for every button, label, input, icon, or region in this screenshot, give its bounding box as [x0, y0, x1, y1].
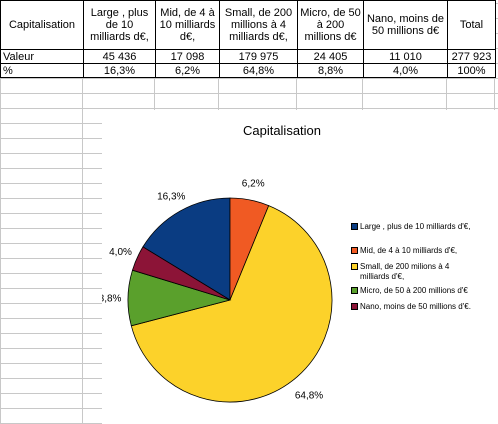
table-cell[interactable]: 45 436: [83, 49, 156, 64]
table-cell[interactable]: 64,8%: [219, 63, 298, 78]
legend-swatch: [351, 263, 358, 270]
pie-slice[interactable]: [142, 197, 231, 301]
table-cell[interactable]: 100%: [447, 63, 496, 78]
legend-item[interactable]: Nano, moins de 50 millions d'€.: [351, 302, 476, 312]
header-cell-small[interactable]: Small, de 200 millions à 4 milliards d€,: [219, 0, 298, 50]
table-cell[interactable]: 6,2%: [155, 63, 220, 78]
table-row-percent: % 16,3% 6,2% 64,8% 8,8% 4,0% 100%: [0, 63, 496, 78]
header-cell-label[interactable]: Capitalisation: [0, 0, 84, 50]
legend-swatch: [351, 303, 358, 310]
legend-label: Large , plus de 10 milliards d'€,: [360, 222, 471, 231]
legend-item[interactable]: Mid, de 4 à 10 milliards d'€,: [351, 246, 476, 256]
legend-item[interactable]: Large , plus de 10 milliards d'€,: [351, 222, 476, 232]
data-label: 16,3%: [157, 191, 185, 202]
legend-label: Micro, de 50 à 200 millions d'€: [360, 286, 468, 295]
pie-chart[interactable]: Capitalisation 16,3% 6,2% 64,8% 8,8% 4,0% La…: [102, 110, 498, 424]
table-cell[interactable]: 4,0%: [363, 63, 448, 78]
table-cell[interactable]: 16,3%: [83, 63, 156, 78]
table-row-valeur: Valeur 45 436 17 098 179 975 24 405 11 0…: [0, 49, 496, 64]
chart-title: Capitalisation: [242, 123, 322, 138]
pie-slice[interactable]: [131, 246, 231, 301]
legend-item[interactable]: Small, de 200 milions à 4 milliards d'€,: [351, 262, 476, 282]
row-label-valeur[interactable]: Valeur: [0, 49, 84, 64]
legend-label: Small, de 200 milions à 4 milliards d'€,: [360, 262, 450, 281]
legend-label: Mid, de 4 à 10 milliards d'€,: [360, 246, 458, 255]
table-cell[interactable]: 277 923: [447, 49, 496, 64]
table-cell[interactable]: 24 405: [297, 49, 364, 64]
legend-swatch: [351, 223, 358, 230]
row-label-percent[interactable]: %: [0, 63, 84, 78]
table-cell[interactable]: 8,8%: [297, 63, 364, 78]
header-cell-mid[interactable]: Mid, de 4 à 10 milliards d€,: [155, 0, 220, 50]
legend-item[interactable]: Micro, de 50 à 200 millions d'€: [351, 286, 476, 296]
header-cell-large[interactable]: Large , plus de 10 milliards d€,: [83, 0, 156, 50]
data-label: 64,8%: [295, 390, 323, 401]
legend-swatch: [351, 247, 358, 254]
header-cell-micro[interactable]: Micro, de 50 à 200 millions d€: [297, 0, 364, 50]
data-label: 4,0%: [109, 247, 132, 258]
table-cell[interactable]: 17 098: [155, 49, 220, 64]
pie-slice[interactable]: [130, 205, 333, 403]
table-cell[interactable]: 179 975: [219, 49, 298, 64]
capitalisation-table: Capitalisation Large , plus de 10 millia…: [0, 0, 496, 78]
table-header-row: Capitalisation Large , plus de 10 millia…: [0, 0, 496, 50]
pie-chart-svg: 16,3% 6,2% 64,8% 8,8% 4,0%: [102, 178, 333, 403]
data-label: 6,2%: [242, 178, 265, 189]
header-cell-total[interactable]: Total: [447, 0, 496, 50]
table-cell[interactable]: 11 010: [363, 49, 448, 64]
header-cell-nano[interactable]: Nano, moins de 50 millions d€: [363, 0, 448, 50]
data-label: 8,8%: [102, 294, 122, 305]
legend-swatch: [351, 287, 358, 294]
legend-label: Nano, moins de 50 millions d'€.: [360, 302, 471, 311]
